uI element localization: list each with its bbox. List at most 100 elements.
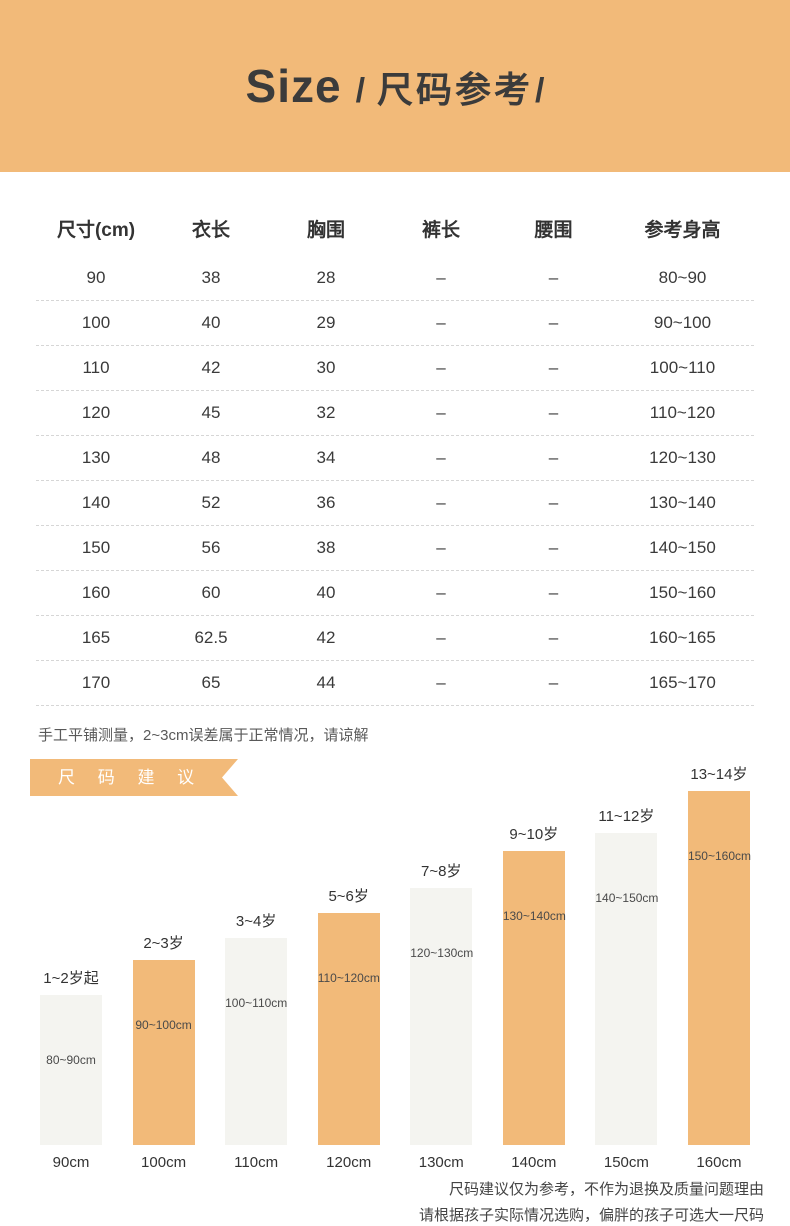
table-cell: 120: [81, 403, 111, 422]
chart-bar-column: 11~12岁 140~150cm: [595, 805, 659, 1145]
footer-notes: 尺码建议仅为参考，不作为退换及质量问题理由 请根据孩子实际情况选购，偏胖的孩子可选…: [0, 1177, 790, 1226]
table-cell: 160~165: [649, 628, 716, 647]
table-cell: 90: [86, 268, 106, 287]
table-cell: –: [548, 313, 559, 332]
table-cell: 42: [316, 628, 336, 647]
chart-bar-column: 7~8岁 120~130cm: [410, 860, 474, 1145]
bar-height-range-label: 130~140cm: [502, 909, 566, 923]
table-cell: 100: [81, 313, 111, 332]
table-row: 120 45 32 – – 110~120: [36, 391, 754, 436]
bar-height-range-label: 150~160cm: [687, 849, 751, 863]
table-cell: –: [548, 538, 559, 557]
chart-bar-column: 2~3岁 90~100cm: [132, 932, 195, 1145]
table-cell: 80~90: [658, 268, 707, 287]
table-cell: 36: [316, 493, 336, 512]
title-trailing-slash: /: [535, 72, 545, 110]
table-cell: 140~150: [649, 538, 716, 557]
table-cell: –: [436, 628, 446, 647]
table-row: 100 40 29 – – 90~100: [36, 301, 754, 346]
table-cell: 65: [201, 673, 221, 692]
table-header-cell: 衣长: [191, 219, 230, 241]
bar-age-label: 1~2岁起: [43, 970, 99, 987]
table-cell: 120~130: [649, 448, 716, 467]
table-cell: –: [436, 313, 446, 332]
table-cell: 60: [201, 583, 221, 602]
chart-bar-column: 13~14岁 150~160cm: [687, 763, 751, 1145]
table-cell: 38: [316, 538, 336, 557]
table-cell: 34: [316, 448, 336, 467]
bar-age-label: 7~8岁: [421, 863, 462, 880]
table-cell: 110: [82, 358, 110, 377]
axis-label: 160cm: [696, 1154, 742, 1171]
table-cell: 45: [201, 403, 221, 422]
table-cell: 62.5: [194, 628, 228, 647]
bar-age-label: 5~6岁: [328, 888, 369, 905]
bar-height-range-label: 140~150cm: [595, 891, 659, 905]
table-cell: 150~160: [649, 583, 716, 602]
title-separator: /: [355, 72, 366, 110]
table-cell: 130: [81, 448, 111, 467]
table-cell: 110~120: [649, 403, 716, 422]
table-cell: –: [436, 493, 446, 512]
table-row: 110 42 30 – – 100~110: [36, 346, 754, 391]
table-cell: 90~100: [653, 313, 712, 332]
table-cell: 170: [81, 673, 111, 692]
size-table-body: 90 38 28– –80~90 100 40 29– –90~100 110 42 30– –100…: [36, 256, 754, 706]
table-cell: 150: [81, 538, 111, 557]
size-chart: 1~2岁起 80~90cm 2~3岁 90~100cm 3~4岁 100~110cm 5~6…: [0, 759, 790, 1145]
axis-label: 140cm: [511, 1154, 557, 1171]
table-cell: –: [436, 673, 446, 692]
title-english: Size: [245, 60, 342, 112]
bar-age-label: 2~3岁: [143, 935, 184, 952]
table-cell: 160: [81, 583, 111, 602]
chart-bar: 80~90cm: [40, 995, 102, 1145]
table-cell: 130~140: [649, 493, 716, 512]
table-cell: –: [548, 583, 559, 602]
table-cell: 30: [316, 358, 336, 377]
chart-bar-column: 3~4岁 100~110cm: [225, 910, 287, 1145]
table-header-cell: 腰围: [534, 219, 573, 241]
table-cell: –: [548, 403, 559, 422]
table-header-cell: 参考身高: [644, 219, 721, 241]
axis-label: 130cm: [418, 1154, 464, 1171]
header-banner: Size / 尺码参考 /: [0, 0, 790, 172]
size-suggestion-section: 尺 码 建 议 1~2岁起 80~90cm 2~3岁 90~100cm 3~4岁 100~…: [0, 759, 790, 1226]
axis-label: 90cm: [52, 1154, 90, 1171]
table-cell: –: [436, 583, 446, 602]
table-row: 150 56 38 – – 140~150: [36, 526, 754, 571]
page-title: Size / 尺码参考 /: [246, 59, 545, 113]
table-cell: 28: [316, 268, 336, 287]
table-cell: 42: [201, 358, 221, 377]
axis-label: 110cm: [234, 1154, 279, 1171]
bar-height-range-label: 120~130cm: [410, 946, 474, 960]
table-cell: –: [436, 448, 446, 467]
table-cell: 100~110: [649, 358, 716, 377]
table-cell: 29: [316, 313, 336, 332]
table-cell: –: [436, 358, 446, 377]
table-cell: 48: [201, 448, 221, 467]
table-header-cell: 尺寸(cm): [56, 219, 136, 241]
chart-bar: 90~100cm: [132, 960, 195, 1145]
bar-age-label: 9~10岁: [509, 826, 559, 843]
size-suggestion-ribbon: 尺 码 建 议: [30, 759, 238, 796]
chart-bar-column: 9~10岁 130~140cm: [502, 823, 566, 1145]
measurement-note: 手工平铺测量，2~3cm误差属于正常情况，请谅解: [38, 727, 369, 744]
chart-bar: 100~110cm: [225, 938, 287, 1145]
table-cell: 38: [201, 268, 221, 287]
table-row: 90 38 28 – – 80~90: [36, 256, 754, 301]
table-cell: 56: [201, 538, 221, 557]
chart-bar: 150~160cm: [687, 791, 751, 1145]
table-cell: –: [548, 673, 559, 692]
axis-label: 150cm: [603, 1154, 649, 1171]
table-row: 160 60 40 – – 150~160: [36, 571, 754, 616]
table-cell: –: [548, 493, 559, 512]
table-cell: 140: [81, 493, 111, 512]
table-cell: –: [548, 268, 559, 287]
table-cell: 40: [201, 313, 221, 332]
bar-age-label: 13~14岁: [690, 766, 748, 783]
table-cell: 40: [316, 583, 336, 602]
table-cell: –: [436, 538, 446, 557]
chart-bar: 140~150cm: [595, 833, 659, 1145]
table-row: 170 65 44 – – 165~170: [36, 661, 754, 706]
